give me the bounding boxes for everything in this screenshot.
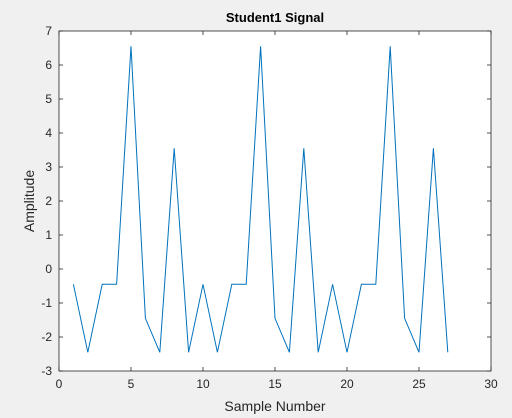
y-axis-ticks: -3 -2 -1 0 1 2 3 4 5 6 7 [41, 24, 491, 378]
x-tick-label: 30 [484, 377, 498, 391]
y-tick-label: 4 [45, 126, 52, 140]
signal-line [72, 46, 449, 353]
y-tick-label: 0 [45, 262, 52, 276]
y-tick-label: 5 [45, 92, 52, 106]
x-axis-label: Sample Number [224, 398, 325, 414]
x-tick-label: 20 [340, 377, 354, 391]
y-tick-label: -2 [41, 330, 52, 344]
y-tick-label: 7 [45, 24, 52, 38]
y-axis-label: Amplitude [21, 170, 37, 232]
y-tick-label: -1 [41, 296, 52, 310]
x-tick-label: 15 [268, 377, 282, 391]
x-tick-label: 25 [412, 377, 426, 391]
y-tick-label: 6 [45, 58, 52, 72]
x-tick-label: 10 [196, 377, 210, 391]
y-tick-label: 1 [45, 228, 52, 242]
plot-area [58, 30, 492, 372]
chart-title: Student1 Signal [226, 10, 324, 25]
y-tick-label: 2 [45, 194, 52, 208]
x-axis-ticks: 0 5 10 15 20 25 30 [56, 31, 498, 391]
x-tick-label: 0 [56, 377, 63, 391]
y-tick-label: 3 [45, 160, 52, 174]
x-tick-label: 5 [128, 377, 135, 391]
data-series [72, 46, 449, 353]
y-tick-label: -3 [41, 364, 52, 378]
